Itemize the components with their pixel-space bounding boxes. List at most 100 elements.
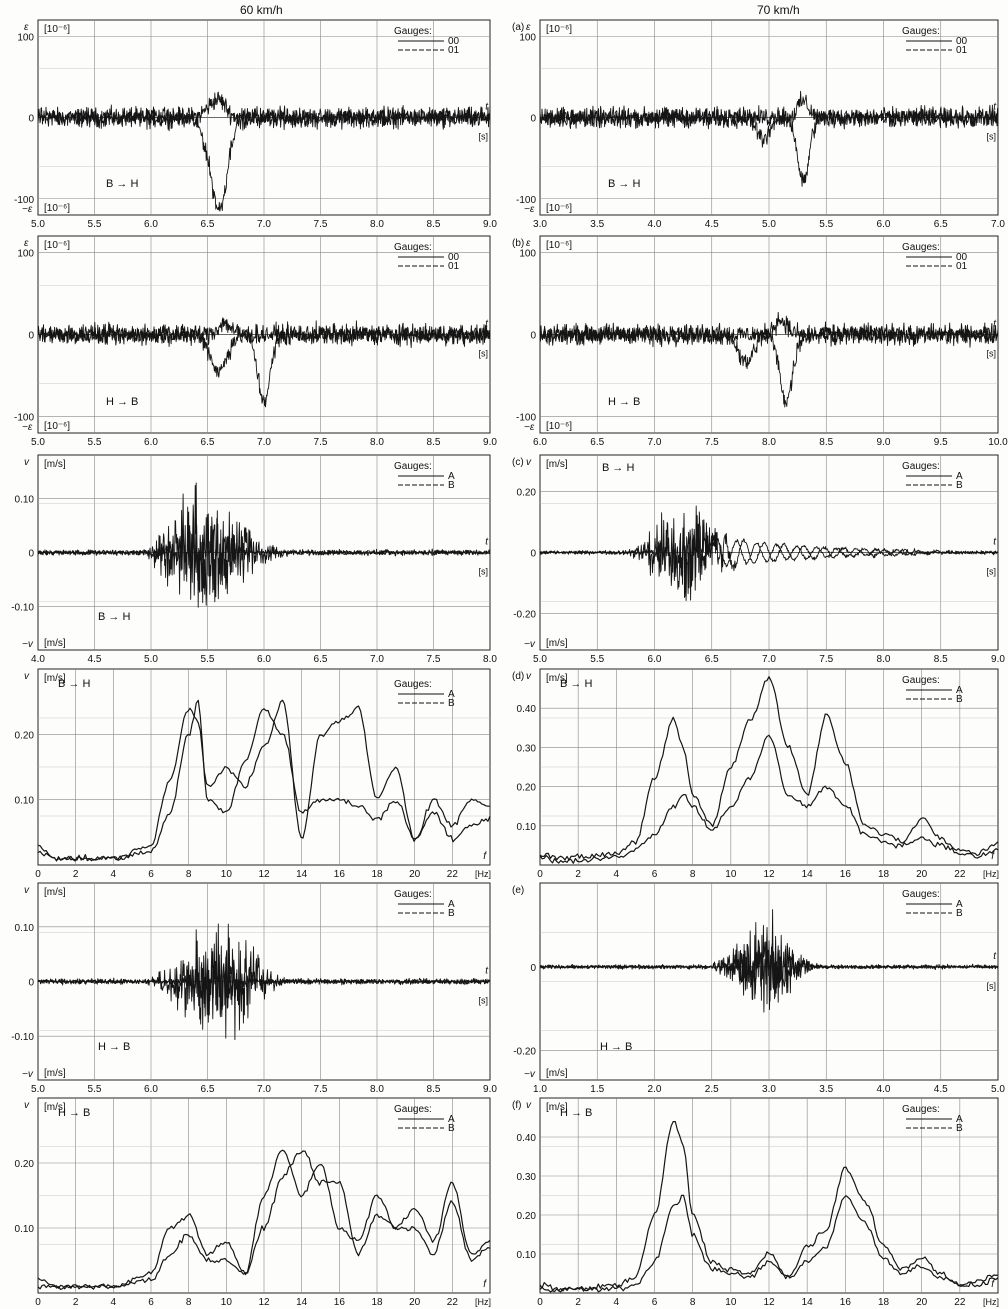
y-tick-label: -0.20 xyxy=(513,1047,536,1058)
direction-label: H → B xyxy=(106,396,138,408)
x-tick-label: 7.0 xyxy=(257,219,271,230)
x-symbol: f xyxy=(991,851,995,862)
x-tick-label: 16 xyxy=(334,869,346,880)
y-unit-bottom: [10⁻⁶] xyxy=(546,203,572,214)
y-symbol-top: v xyxy=(24,671,30,682)
legend-title: Gauges: xyxy=(394,889,432,900)
x-tick-label: 0 xyxy=(35,869,41,880)
x-tick-label: 8.0 xyxy=(877,654,891,665)
x-tick-label: 6.0 xyxy=(648,654,662,665)
x-tick-label: 3.5 xyxy=(590,219,604,230)
legend-item-B: B xyxy=(956,480,963,491)
legend-item-00: 00 xyxy=(956,252,968,263)
series-line-01 xyxy=(539,322,999,408)
x-tick-label: 18 xyxy=(371,1297,383,1308)
panel-tag: (b) xyxy=(512,238,524,249)
y-tick-label: 100 xyxy=(17,32,34,43)
x-tick-label: 16 xyxy=(334,1297,346,1308)
x-tick-label: 16 xyxy=(840,869,852,880)
x-tick-label: 10 xyxy=(725,869,737,880)
chart-d-right: 0 2 4 6 8 10 12 14 16 18 20 22 [Hz] 0.40 0.30 0.20 0.10 v… xyxy=(517,668,999,880)
x-tick-label: 14 xyxy=(802,1297,814,1308)
y-symbol-top: v xyxy=(24,457,30,468)
legend-item-A: A xyxy=(956,899,963,910)
direction-label: H → B xyxy=(600,1041,632,1053)
x-tick-label: 7.5 xyxy=(427,654,441,665)
x-unit: [s] xyxy=(478,132,488,142)
x-unit-label: [Hz] xyxy=(983,869,999,879)
x-tick-label: 8.5 xyxy=(819,437,833,448)
x-tick-label: 20 xyxy=(916,869,928,880)
legend-item-B: B xyxy=(448,1123,455,1134)
direction-label: H → B xyxy=(560,1107,592,1119)
y-unit-bottom: [m/s] xyxy=(546,1068,568,1079)
y-tick-label: 0.10 xyxy=(15,923,35,934)
y-tick-label: -0.10 xyxy=(11,603,34,614)
x-tick-label: 4 xyxy=(111,1297,117,1308)
legend-item-00: 00 xyxy=(956,36,968,47)
x-tick-label: 2.5 xyxy=(705,1084,719,1095)
x-tick-label: 7.0 xyxy=(648,437,662,448)
x-tick-label: 8.5 xyxy=(427,219,441,230)
chart-e-left: 5.0 5.5 6.0 6.5 7.0 7.5 8.0 8.5 9.0 0.10 0 -0.10 v [m… xyxy=(11,882,497,1095)
x-tick-label: 8 xyxy=(690,1297,696,1308)
direction-label: B → H xyxy=(98,611,130,623)
direction-label: B → H xyxy=(106,178,138,190)
series-line-B xyxy=(37,510,491,600)
x-tick-label: 5.5 xyxy=(88,219,102,230)
legend-item-B: B xyxy=(956,1123,963,1134)
x-symbol: f xyxy=(991,1279,995,1290)
y-unit-top: [10⁻⁶] xyxy=(44,240,70,251)
y-tick-label: 0 xyxy=(28,549,34,560)
x-tick-label: 7.5 xyxy=(705,437,719,448)
x-symbol: f xyxy=(483,851,487,862)
x-tick-label: 4 xyxy=(614,1297,620,1308)
y-symbol-top: v xyxy=(24,1100,30,1111)
x-tick-label: 9.0 xyxy=(877,437,891,448)
y-symbol-top: ε xyxy=(24,238,29,249)
y-unit-top: [10⁻⁶] xyxy=(546,240,572,251)
x-tick-label: 22 xyxy=(954,1297,966,1308)
y-tick-label: 0.20 xyxy=(15,730,35,741)
y-tick-label: 0.40 xyxy=(517,1133,537,1144)
x-tick-label: 7.5 xyxy=(314,1084,328,1095)
x-tick-label: 2.0 xyxy=(648,1084,662,1095)
x-tick-label: 5.0 xyxy=(31,219,45,230)
x-symbol: f xyxy=(483,1279,487,1290)
legend-item-A: A xyxy=(448,1114,455,1125)
x-symbol: t xyxy=(993,319,997,330)
legend-item-01: 01 xyxy=(448,45,460,56)
x-tick-label: 6 xyxy=(148,1297,154,1308)
y-symbol-bottom: −v xyxy=(22,1069,34,1080)
legend-item-B: B xyxy=(448,480,455,491)
x-tick-label: 6.0 xyxy=(877,219,891,230)
series-line-01 xyxy=(539,104,999,187)
chart-a-left: 5.0 5.5 6.0 6.5 7.0 7.5 8.0 8.5 9.0 100 0 -100 ε [10⁻… xyxy=(14,19,497,230)
x-tick-label: 2 xyxy=(575,1297,581,1308)
x-tick-label: 5.5 xyxy=(819,219,833,230)
y-tick-label: 0 xyxy=(28,331,34,342)
x-tick-label: 6.5 xyxy=(201,437,215,448)
chart-f-right: 0 2 4 6 8 10 12 14 16 18 20 22 [Hz] 0.40 0.30 0.20 0.10 v… xyxy=(517,1097,999,1308)
x-tick-label: 10 xyxy=(221,1297,233,1308)
x-tick-label: 6.0 xyxy=(144,437,158,448)
x-symbol: t xyxy=(485,966,489,977)
y-tick-label: 0 xyxy=(530,114,536,125)
y-tick-label: 0 xyxy=(530,549,536,560)
x-tick-label: 8 xyxy=(186,1297,192,1308)
y-tick-label: 0.20 xyxy=(517,783,537,794)
x-tick-label: 8 xyxy=(690,869,696,880)
legend-title: Gauges: xyxy=(902,1104,940,1115)
x-tick-label: 6 xyxy=(148,869,154,880)
panel-tag: (d) xyxy=(512,671,524,682)
y-unit-bottom: [10⁻⁶] xyxy=(546,421,572,432)
x-tick-label: 5.0 xyxy=(762,219,776,230)
y-tick-label: 0.10 xyxy=(517,1250,537,1261)
x-tick-label: 4.5 xyxy=(934,1084,948,1095)
series-line-A xyxy=(37,1149,491,1291)
series-line-B xyxy=(539,909,999,1013)
x-tick-label: 7.5 xyxy=(314,437,328,448)
x-tick-label: 1.5 xyxy=(590,1084,604,1095)
direction-label: B → H xyxy=(602,462,634,474)
